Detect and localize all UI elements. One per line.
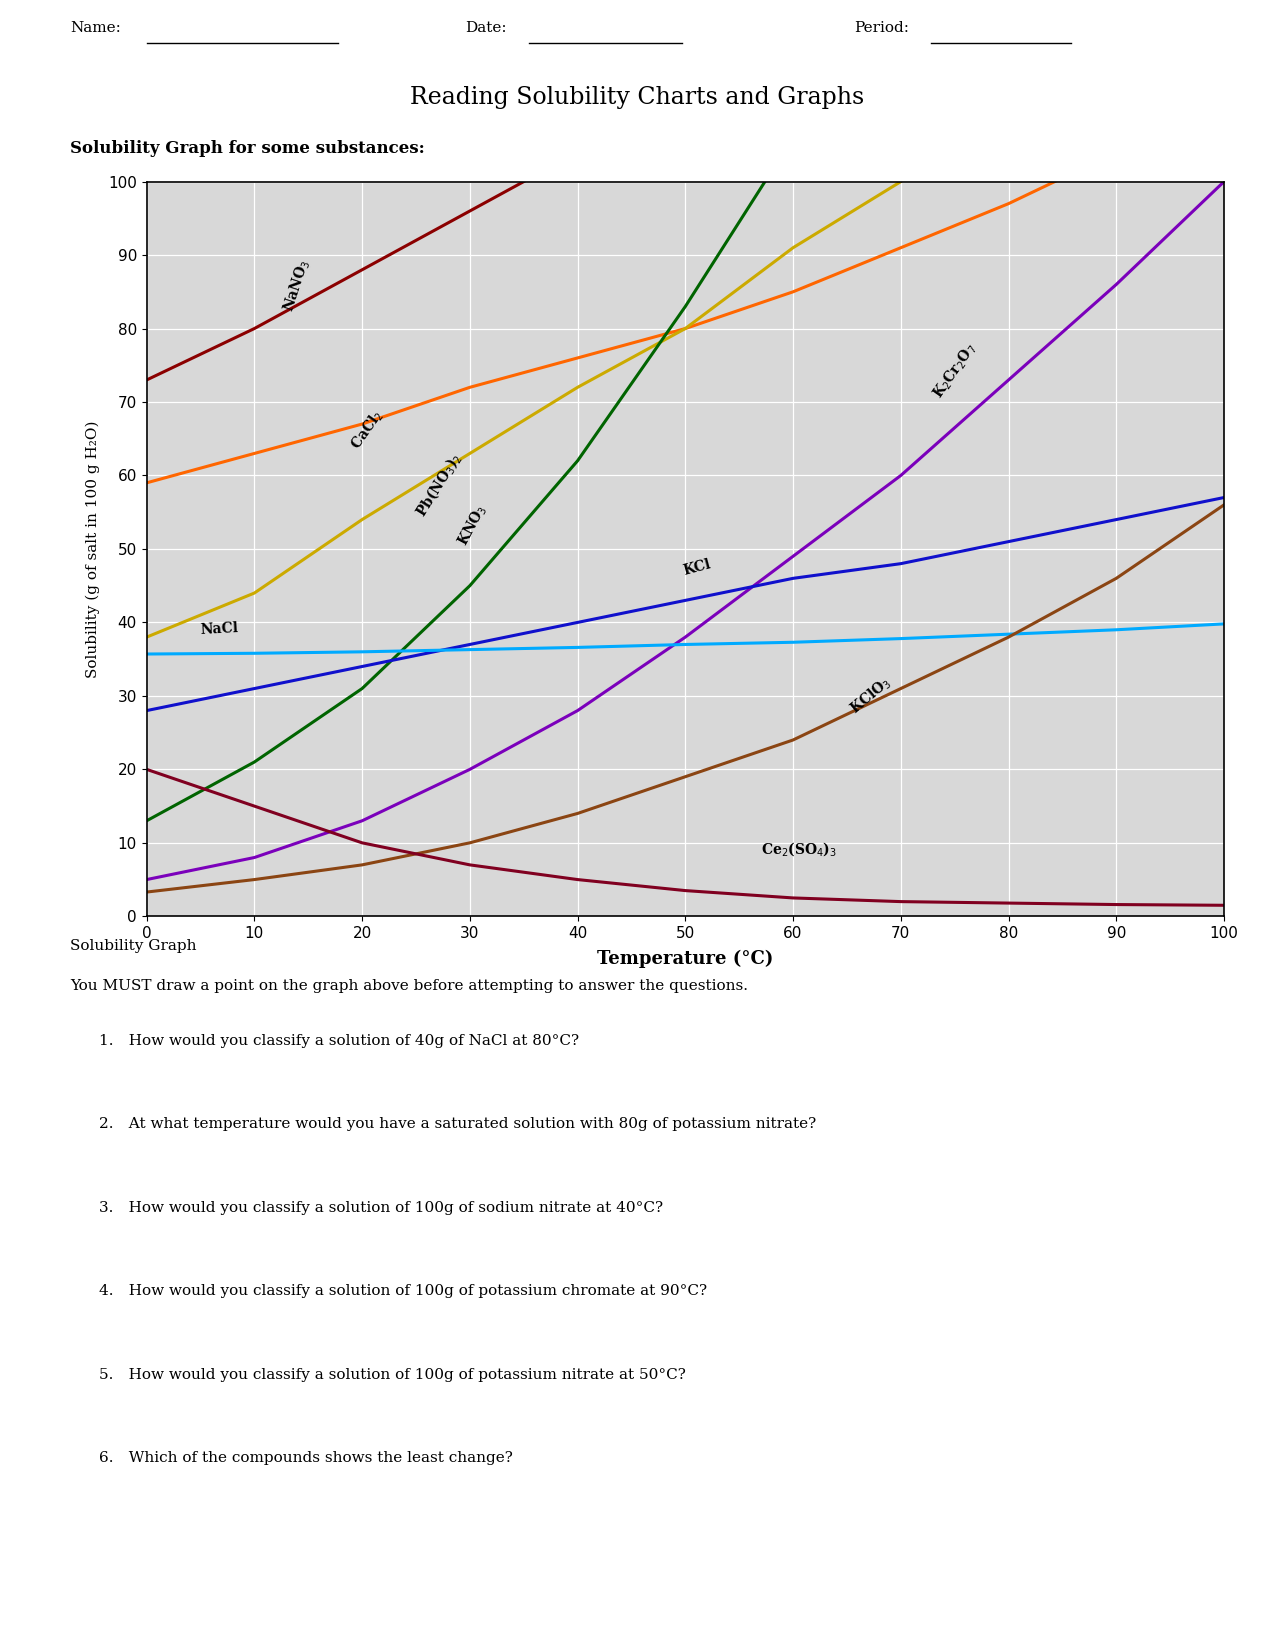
- X-axis label: Temperature (°C): Temperature (°C): [597, 949, 774, 967]
- Text: KClO$_3$: KClO$_3$: [847, 674, 895, 718]
- Text: CaCl$_2$: CaCl$_2$: [348, 408, 388, 454]
- Y-axis label: Solubility (g of salt in 100 g H₂O): Solubility (g of salt in 100 g H₂O): [85, 421, 99, 677]
- Text: Period:: Period:: [854, 21, 909, 35]
- Text: Date:: Date:: [465, 21, 507, 35]
- Text: 4.  How would you classify a solution of 100g of potassium chromate at 90°C?: 4. How would you classify a solution of …: [99, 1284, 708, 1298]
- Text: Reading Solubility Charts and Graphs: Reading Solubility Charts and Graphs: [411, 86, 864, 109]
- Text: 6.  Which of the compounds shows the least change?: 6. Which of the compounds shows the leas…: [99, 1451, 514, 1464]
- Text: K$_2$Cr$_2$O$_7$: K$_2$Cr$_2$O$_7$: [929, 340, 980, 401]
- Text: Pb(NO$_3$)$_2$: Pb(NO$_3$)$_2$: [412, 449, 465, 520]
- Text: Solubility Graph: Solubility Graph: [70, 939, 196, 953]
- Text: Name:: Name:: [70, 21, 121, 35]
- Text: Solubility Graph for some substances:: Solubility Graph for some substances:: [70, 140, 425, 157]
- Text: 1.  How would you classify a solution of 40g of NaCl at 80°C?: 1. How would you classify a solution of …: [99, 1034, 580, 1047]
- Text: 5.  How would you classify a solution of 100g of potassium nitrate at 50°C?: 5. How would you classify a solution of …: [99, 1367, 686, 1382]
- Text: KNO$_3$: KNO$_3$: [454, 502, 491, 548]
- Text: KCl: KCl: [682, 558, 713, 578]
- Text: Ce$_2$(SO$_4$)$_3$: Ce$_2$(SO$_4$)$_3$: [761, 840, 836, 857]
- Text: 3.  How would you classify a solution of 100g of sodium nitrate at 40°C?: 3. How would you classify a solution of …: [99, 1200, 663, 1215]
- Text: You MUST draw a point on the graph above before attempting to answer the questio: You MUST draw a point on the graph above…: [70, 979, 748, 992]
- Text: NaNO$_3$: NaNO$_3$: [280, 258, 314, 314]
- Text: NaCl: NaCl: [200, 621, 238, 637]
- Text: 2.  At what temperature would you have a saturated solution with 80g of potassiu: 2. At what temperature would you have a …: [99, 1118, 817, 1131]
